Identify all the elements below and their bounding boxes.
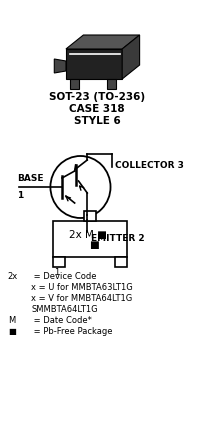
- Text: = Date Code*: = Date Code*: [31, 316, 92, 325]
- Bar: [70, 79, 79, 89]
- Text: COLLECTOR 3: COLLECTOR 3: [115, 161, 184, 170]
- Text: SOT-23 (TO-236): SOT-23 (TO-236): [49, 92, 145, 102]
- Circle shape: [50, 156, 111, 218]
- Text: CASE 318: CASE 318: [69, 104, 125, 114]
- Text: 1: 1: [17, 191, 24, 200]
- Polygon shape: [122, 35, 140, 79]
- Text: SMMBTA64LT1G: SMMBTA64LT1G: [31, 305, 98, 314]
- Bar: [84, 211, 96, 221]
- Polygon shape: [66, 35, 140, 49]
- Polygon shape: [54, 59, 66, 73]
- Bar: [115, 257, 127, 267]
- Text: 2x: 2x: [8, 272, 18, 281]
- Text: EMITTER 2: EMITTER 2: [91, 234, 145, 243]
- Text: 2x M ■: 2x M ■: [69, 230, 107, 240]
- Text: = Pb-Free Package: = Pb-Free Package: [31, 327, 113, 336]
- Text: M: M: [8, 316, 15, 325]
- Text: ■: ■: [89, 240, 99, 250]
- Text: ■: ■: [8, 327, 16, 336]
- Text: STYLE 6: STYLE 6: [74, 116, 120, 126]
- Bar: [107, 79, 116, 89]
- Text: 1: 1: [54, 268, 60, 277]
- Polygon shape: [66, 49, 122, 79]
- Bar: [53, 257, 65, 267]
- Text: BASE: BASE: [17, 174, 44, 183]
- Bar: [53, 221, 127, 257]
- Text: x = U for MMBTA63LT1G: x = U for MMBTA63LT1G: [31, 283, 133, 292]
- Text: x = V for MMBTA64LT1G: x = V for MMBTA64LT1G: [31, 294, 132, 303]
- Text: = Device Code: = Device Code: [31, 272, 97, 281]
